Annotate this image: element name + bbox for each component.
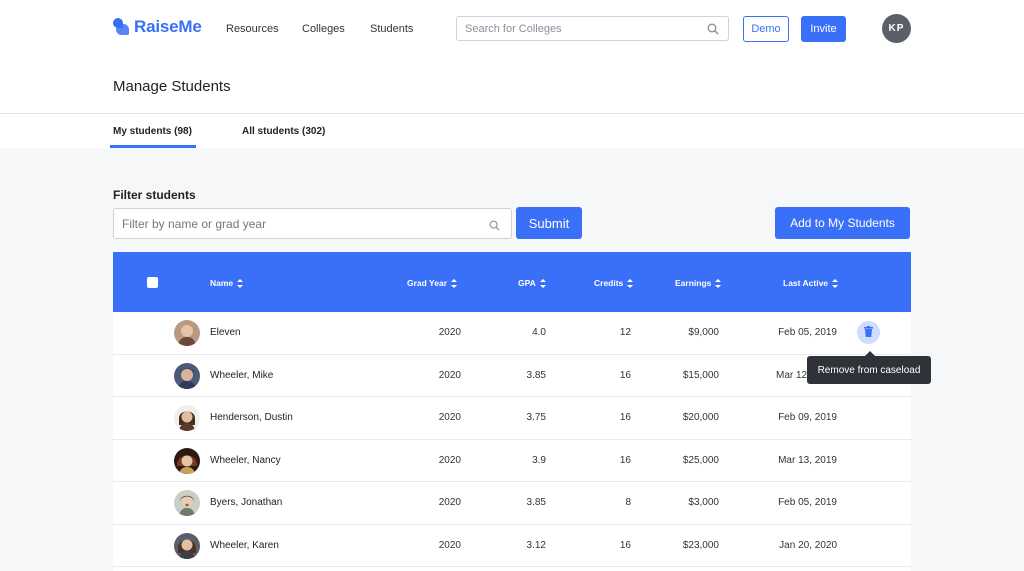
student-avatar [174,405,200,431]
gpa: 3.85 [526,497,546,508]
column-header-label: Earnings [675,278,712,288]
column-header-gpa[interactable]: GPA [518,278,546,288]
last-active: Feb 05, 2019 [778,327,837,338]
table-row[interactable]: Eleven 2020 4.0 12 $9,000 Feb 05, 2019 [113,312,911,355]
gpa: 3.12 [526,539,546,551]
sort-icon [451,278,458,288]
earnings: $25,000 [682,454,719,466]
table-header: Name Grad Year GPA Credits Earnings Last… [113,252,911,312]
last-active: Mar 13, 2019 [778,454,837,466]
earnings: $15,000 [682,369,719,381]
invite-button[interactable]: Invite [801,16,846,42]
student-avatar [174,320,200,346]
table-row[interactable]: Wheeler, Karen 2020 3.12 16 $23,000 Jan … [113,525,911,567]
column-header-label: Credits [594,278,624,288]
trash-icon [864,324,873,342]
table-row[interactable]: Wheeler, Nancy 2020 3.9 16 $25,000 Mar 1… [113,440,911,482]
grad-year: 2020 [438,454,461,466]
search-icon [489,218,500,236]
last-active: Mar 12 [776,369,808,381]
student-name[interactable]: Wheeler, Nancy [210,454,281,466]
college-search-input[interactable] [465,21,705,37]
brand-name: RaiseMe [134,17,202,36]
filter-label: Filter students [113,188,196,202]
remove-from-caseload-button[interactable] [857,321,880,344]
user-avatar[interactable]: KP [882,14,911,43]
brand-logo[interactable]: RaiseMe [113,17,202,37]
table-row[interactable]: Byers, Jonathan 2020 3.85 8 $3,000 Feb 0… [113,482,911,525]
column-header-last-active[interactable]: Last Active [783,278,839,288]
student-avatar [174,532,200,559]
nav-link-colleges[interactable]: Colleges [302,23,345,35]
grad-year: 2020 [438,497,461,508]
add-to-my-students-button[interactable]: Add to My Students [775,207,910,239]
last-active: Feb 09, 2019 [778,412,837,423]
page-header: Manage Students [0,58,1024,114]
demo-button[interactable]: Demo [743,16,789,42]
credits: 16 [619,454,631,466]
column-header-label: GPA [518,278,536,288]
grad-year: 2020 [438,369,461,381]
sort-icon [715,278,722,288]
search-icon[interactable] [707,22,719,40]
gpa: 4.0 [532,327,546,338]
filter-input[interactable] [122,216,482,232]
page-title: Manage Students [113,78,231,95]
credits: 16 [619,369,631,381]
earnings: $9,000 [688,327,719,338]
column-header-credits[interactable]: Credits [594,278,634,288]
column-header-label: Last Active [783,278,829,288]
student-name[interactable]: Byers, Jonathan [210,497,283,508]
tab-my-students[interactable]: My students (98) [113,126,192,137]
remove-from-caseload-tooltip: Remove from caseload [807,351,931,384]
gpa: 3.75 [526,412,546,423]
credits: 16 [619,412,631,423]
earnings: $3,000 [688,497,719,508]
earnings: $20,000 [682,412,719,423]
student-avatar [174,490,200,516]
credits: 8 [625,497,631,508]
column-header-name[interactable]: Name [210,278,244,288]
sort-icon [539,278,546,288]
college-search [456,16,729,41]
gpa: 3.85 [526,369,546,381]
student-avatar [174,447,200,474]
table-row[interactable]: Henderson, Dustin 2020 3.75 16 $20,000 F… [113,397,911,440]
column-header-label: Grad Year [407,278,448,288]
grad-year: 2020 [438,327,461,338]
earnings: $23,000 [682,539,719,551]
student-name[interactable]: Wheeler, Mike [210,369,274,381]
student-avatar [174,362,200,389]
nav-link-students[interactable]: Students [370,23,414,35]
credits: 16 [619,539,631,551]
student-name[interactable]: Wheeler, Karen [210,539,279,551]
column-header-grad-year[interactable]: Grad Year [407,278,458,288]
credits: 12 [619,327,631,338]
sort-icon [237,278,244,288]
tab-all-students[interactable]: All students (302) [242,126,326,137]
sort-icon [627,278,634,288]
student-name[interactable]: Eleven [210,327,241,338]
gpa: 3.9 [532,454,546,466]
sort-icon [832,278,839,288]
nav-link-resources[interactable]: Resources [226,23,279,35]
last-active: Jan 20, 2020 [779,539,837,551]
grad-year: 2020 [438,539,461,551]
active-tab-indicator [110,145,196,148]
student-name[interactable]: Henderson, Dustin [210,412,293,423]
select-all-checkbox[interactable] [147,277,158,288]
filter-field [113,208,512,239]
table-row[interactable]: Wheeler, Mike 2020 3.85 16 $15,000 Mar 1… [113,355,911,397]
submit-button[interactable]: Submit [516,207,582,239]
column-header-earnings[interactable]: Earnings [675,278,722,288]
student-tabs: My students (98) All students (302) [0,114,1024,148]
raiseme-logo-icon [113,18,129,36]
students-table: Name Grad Year GPA Credits Earnings Last… [113,252,911,571]
last-active: Feb 05, 2019 [778,497,837,508]
column-header-label: Name [210,278,234,288]
grad-year: 2020 [438,412,461,423]
top-nav: RaiseMe Resources Colleges Students Demo… [0,0,1024,58]
